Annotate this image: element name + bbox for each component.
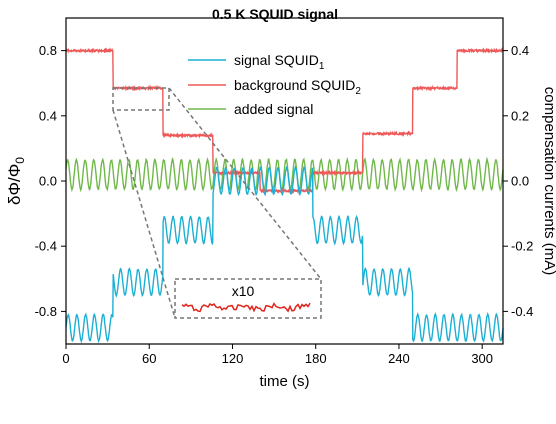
x-tick-label: 0: [62, 351, 69, 366]
series-line-0: [65, 165, 504, 344]
x-axis: 0 60 120 180 240 300: [62, 344, 493, 366]
y-tick-label: 0.0: [39, 174, 57, 189]
y2-tick-label: 0.0: [511, 174, 529, 189]
y2-tick-label: -0.4: [511, 304, 533, 319]
inset-trace: [181, 302, 311, 313]
x-tick-label: 300: [471, 351, 493, 366]
zoom-connector-left: [112, 109, 176, 319]
legend-label-signal-sub: 1: [319, 61, 325, 72]
legend-label-added: added signal: [234, 101, 313, 117]
legend-label-background-sub: 2: [355, 86, 361, 97]
y-tick-label: -0.4: [35, 239, 57, 254]
legend: signal SQUID1 background SQUID2 added si…: [188, 52, 361, 117]
inset-label: x10: [232, 283, 255, 299]
y-axis-title-sub: 0: [13, 157, 27, 164]
zoom-source-box: [112, 87, 170, 111]
y2-tick-label: 0.2: [511, 108, 529, 123]
zoom-connector-right: [168, 87, 322, 280]
y-axis-right: -0.4 -0.2 0.0 0.2 0.4: [503, 43, 533, 319]
y2-axis-title: compensation currents (mA): [541, 87, 556, 275]
y-tick-label: -0.8: [35, 304, 57, 319]
legend-label-signal: signal SQUID1: [234, 52, 325, 72]
x-tick-label: 120: [222, 351, 244, 366]
series-line-1: [65, 47, 504, 195]
y-axis-title-main: δΦ/Φ: [5, 164, 24, 205]
x-tick-label: 180: [305, 351, 327, 366]
y-axis-title: δΦ/Φ0: [5, 157, 27, 205]
series-line-2: [65, 156, 504, 193]
y2-tick-label: 0.4: [511, 43, 529, 58]
y-tick-label: 0.8: [39, 43, 57, 58]
x-tick-label: 240: [388, 351, 410, 366]
y-axis-left: -0.8 -0.4 0.0 0.4 0.8: [35, 43, 66, 319]
zoom-inset: x10: [112, 87, 322, 319]
y2-tick-label: -0.2: [511, 239, 533, 254]
y-tick-label: 0.4: [39, 108, 57, 123]
legend-label-signal-main: signal SQUID: [234, 52, 319, 68]
chart-title: 0.5 K SQUID signal: [212, 6, 338, 22]
legend-label-background: background SQUID2: [234, 77, 361, 97]
legend-label-background-main: background SQUID: [234, 77, 355, 93]
x-tick-label: 60: [142, 351, 156, 366]
series-layer: [65, 47, 504, 344]
x-axis-title: time (s): [260, 373, 310, 390]
